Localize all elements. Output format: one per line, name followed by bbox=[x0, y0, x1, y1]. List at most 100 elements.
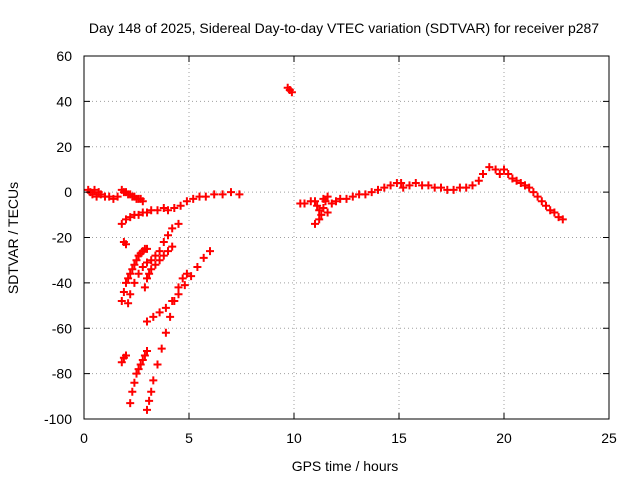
data-point bbox=[122, 240, 130, 249]
data-point bbox=[113, 192, 122, 201]
data-point bbox=[149, 312, 158, 321]
data-point bbox=[300, 199, 309, 208]
y-tick-label: 40 bbox=[56, 93, 72, 109]
data-point bbox=[554, 213, 563, 222]
chart-title: Day 148 of 2025, Sidereal Day-to-day VTE… bbox=[89, 20, 599, 36]
data-points-layer bbox=[84, 83, 567, 414]
data-point bbox=[176, 201, 185, 210]
data-point bbox=[143, 244, 151, 253]
data-point bbox=[170, 297, 179, 306]
y-tick-label: 20 bbox=[56, 139, 72, 155]
data-point bbox=[210, 190, 219, 199]
data-point bbox=[143, 208, 151, 217]
data-point bbox=[117, 297, 126, 306]
data-point bbox=[136, 360, 145, 369]
data-point bbox=[512, 176, 521, 185]
data-point bbox=[161, 303, 170, 312]
data-point bbox=[319, 204, 328, 213]
data-point bbox=[201, 192, 210, 201]
data-point bbox=[525, 183, 534, 192]
series-band-15-18 bbox=[399, 176, 483, 194]
data-point bbox=[130, 278, 139, 287]
y-tick-label: -100 bbox=[44, 411, 72, 427]
data-point bbox=[317, 210, 326, 219]
series-isolated-9.7 bbox=[283, 83, 296, 97]
data-point bbox=[367, 188, 376, 197]
data-point bbox=[147, 256, 156, 265]
x-tick-label: 0 bbox=[80, 430, 88, 446]
data-point bbox=[399, 183, 408, 192]
y-tick-label: -60 bbox=[52, 320, 72, 336]
data-point bbox=[153, 206, 162, 215]
series-outlier-2.0 bbox=[119, 238, 130, 249]
series-deep-2.1-2.9 bbox=[117, 346, 151, 408]
data-point bbox=[134, 365, 143, 374]
data-point bbox=[168, 242, 177, 251]
data-point bbox=[161, 328, 170, 337]
data-point bbox=[143, 258, 151, 267]
data-point bbox=[348, 192, 357, 201]
series-descent-2.2-3.5 bbox=[124, 219, 183, 308]
y-tick-label: 0 bbox=[64, 184, 72, 200]
data-point bbox=[138, 197, 147, 206]
y-tick-label: -80 bbox=[52, 366, 72, 382]
data-point bbox=[174, 290, 183, 299]
data-point bbox=[159, 251, 168, 260]
data-point bbox=[380, 183, 389, 192]
data-point bbox=[138, 356, 147, 365]
data-point bbox=[132, 256, 141, 265]
data-point bbox=[166, 312, 175, 321]
y-axis-label: SDTVAR / TECUs bbox=[5, 182, 21, 294]
data-point bbox=[157, 344, 166, 353]
data-point bbox=[550, 208, 559, 217]
data-point bbox=[143, 346, 151, 355]
series-band-4-7.5 bbox=[164, 188, 244, 215]
data-point bbox=[491, 165, 500, 174]
series-cluster-10-12 bbox=[296, 192, 340, 228]
data-point bbox=[332, 197, 340, 206]
data-point bbox=[342, 194, 351, 203]
data-point bbox=[485, 163, 494, 172]
data-point bbox=[437, 183, 445, 192]
data-point bbox=[164, 247, 172, 256]
data-point bbox=[182, 269, 191, 278]
series-early-top-left bbox=[84, 185, 122, 203]
data-point bbox=[151, 260, 160, 269]
data-point bbox=[117, 358, 126, 367]
data-point bbox=[311, 219, 319, 228]
data-point bbox=[124, 274, 133, 283]
data-point bbox=[174, 219, 183, 228]
data-point bbox=[516, 179, 525, 188]
series-descent-21-23 bbox=[521, 181, 567, 224]
data-point bbox=[235, 190, 244, 199]
data-point bbox=[479, 169, 487, 178]
data-point bbox=[147, 265, 156, 274]
data-point bbox=[143, 317, 151, 326]
data-point bbox=[174, 283, 183, 292]
data-point bbox=[88, 190, 97, 199]
x-tick-label: 15 bbox=[391, 430, 407, 446]
data-point bbox=[449, 185, 458, 194]
data-point bbox=[140, 283, 149, 292]
x-tick-label: 5 bbox=[185, 430, 193, 446]
data-point bbox=[126, 213, 135, 222]
data-point bbox=[90, 185, 99, 194]
series-deep-2.9-4.5 bbox=[143, 269, 191, 414]
x-tick-label: 10 bbox=[286, 430, 302, 446]
data-point bbox=[143, 274, 151, 283]
x-axis-label: GPS time / hours bbox=[292, 458, 399, 474]
data-point bbox=[315, 215, 324, 224]
ticks-layer: 0 5 10 15 20 25 -100 -80 -60 -40 -20 0 20 40 60 bbox=[44, 48, 617, 446]
data-point bbox=[128, 265, 137, 274]
data-point bbox=[134, 269, 143, 278]
data-point bbox=[187, 272, 196, 281]
y-tick-label: -40 bbox=[52, 275, 72, 291]
data-point bbox=[500, 165, 508, 174]
data-point bbox=[542, 201, 550, 210]
data-point bbox=[132, 369, 141, 378]
data-point bbox=[126, 399, 135, 408]
data-point bbox=[96, 190, 105, 199]
